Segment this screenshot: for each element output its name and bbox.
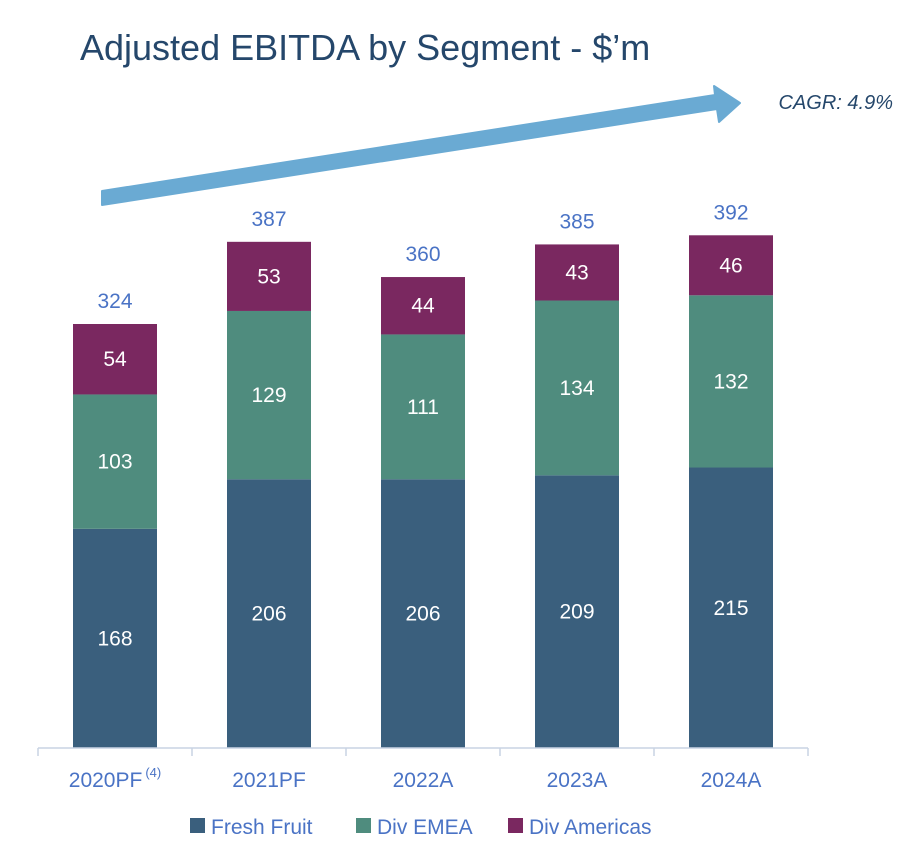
legend-swatch: [508, 818, 523, 833]
segment-value-label: 206: [251, 603, 286, 626]
segment-value-label: 44: [411, 295, 435, 318]
chart-title: Adjusted EBITDA by Segment - $’m: [80, 27, 650, 68]
bar-segment: [227, 310, 311, 480]
bar-segment: [535, 300, 619, 476]
legend: Fresh Fruit Div EMEA Div Americas: [190, 816, 652, 839]
cagr-annotation: CAGR: 4.9%: [779, 92, 893, 114]
segment-value-label: 129: [251, 384, 286, 407]
x-tick-label: 2022A: [393, 769, 454, 792]
total-label: 387: [251, 208, 286, 231]
bar-segment: [73, 528, 157, 748]
total-label: 360: [405, 243, 440, 266]
x-tick-label: 2021PF: [232, 769, 306, 792]
bar-segment: [689, 467, 773, 748]
total-label: 385: [559, 210, 594, 233]
bar-segment: [689, 295, 773, 468]
legend-swatch: [190, 818, 205, 833]
total-label: 392: [713, 201, 748, 224]
segment-value-label: 215: [713, 597, 748, 620]
legend-label: Div EMEA: [377, 816, 473, 839]
bar-segment: [73, 324, 157, 395]
bar-segment: [381, 277, 465, 335]
bar-segment: [73, 394, 157, 529]
x-tick-label: 2020PF (4): [69, 765, 161, 792]
bar-segment: [381, 334, 465, 480]
segment-value-label: 53: [257, 265, 280, 288]
segment-value-label: 206: [405, 603, 440, 626]
segment-value-label: 103: [97, 451, 132, 474]
total-label: 324: [97, 290, 132, 313]
x-axis-ticks: 2020PF (4) 2021PF 2022A 2023A 2024A: [37, 748, 809, 792]
segment-value-label: 134: [559, 377, 594, 400]
bar-segment: [227, 479, 311, 748]
x-tick-label: 2023A: [547, 769, 608, 792]
segment-value-label: 168: [97, 627, 132, 650]
cagr-arrow: [101, 85, 741, 206]
bar-segment: [535, 244, 619, 301]
bars-group: 168 103 54 324 206 129 53 387 206 111 44 360 209 134 4…: [73, 201, 773, 748]
bar-segment: [689, 235, 773, 296]
legend-swatch: [356, 818, 371, 833]
bar-segment: [535, 475, 619, 748]
segment-value-label: 46: [719, 254, 742, 277]
legend-label: Fresh Fruit: [211, 816, 313, 839]
segment-value-label: 54: [103, 348, 127, 371]
bar-segment: [381, 479, 465, 748]
segment-value-label: 111: [407, 396, 439, 419]
segment-value-label: 209: [559, 601, 594, 624]
legend-label: Div Americas: [529, 816, 652, 839]
bar-segment: [227, 241, 311, 311]
x-tick-label: 2024A: [701, 769, 762, 792]
segment-value-label: 132: [713, 370, 748, 393]
segment-value-label: 43: [565, 261, 588, 284]
